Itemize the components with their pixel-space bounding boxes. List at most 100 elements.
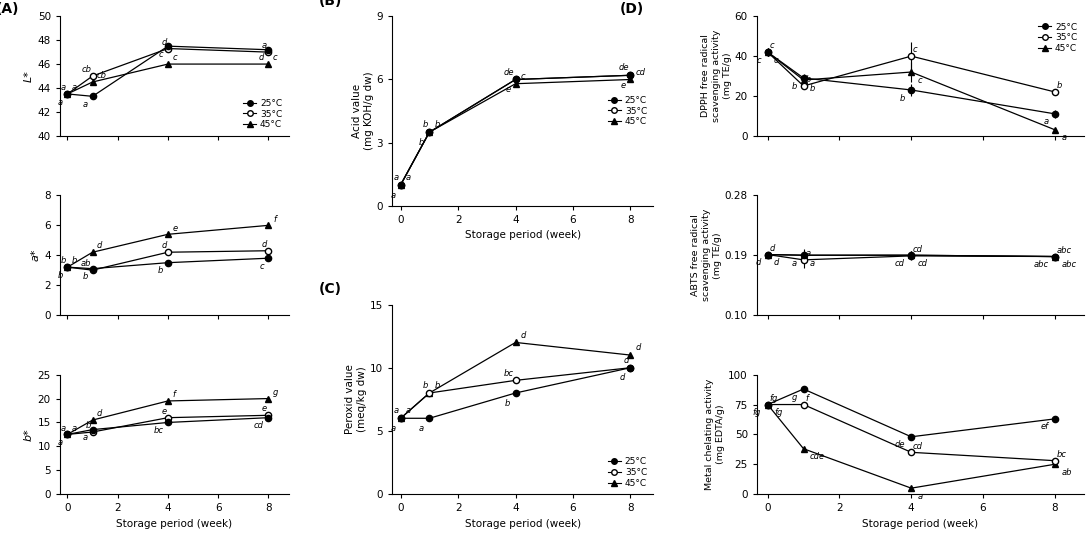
Text: b: b (792, 81, 797, 91)
Text: d: d (161, 38, 167, 47)
Text: cb: cb (97, 71, 107, 80)
Text: a: a (58, 438, 63, 447)
Text: c: c (172, 53, 178, 62)
Text: b: b (61, 256, 66, 266)
Text: b: b (72, 256, 77, 266)
Text: a: a (72, 83, 77, 92)
Text: d: d (97, 242, 102, 250)
Text: f: f (806, 394, 808, 403)
Text: a: a (394, 407, 400, 415)
Text: (D): (D) (620, 2, 644, 16)
Y-axis label: ABTS free radical
scavenging activity
(mg TE/g): ABTS free radical scavenging activity (m… (690, 209, 722, 301)
Legend: 25°C, 35°C, 45°C: 25°C, 35°C, 45°C (605, 94, 649, 128)
Text: b: b (86, 421, 91, 430)
Text: cde: cde (810, 452, 825, 462)
Text: a: a (390, 424, 395, 433)
Text: e: e (505, 85, 511, 94)
Text: g: g (792, 393, 797, 402)
Text: a: a (61, 83, 66, 92)
Text: c: c (774, 56, 779, 65)
Text: a: a (918, 492, 922, 501)
Y-axis label: Peroxid value
(meq/kg dw): Peroxid value (meq/kg dw) (345, 364, 367, 434)
Text: cd: cd (913, 245, 923, 254)
X-axis label: Storage period (week): Storage period (week) (862, 519, 978, 529)
Legend: 25°C, 35°C, 45°C: 25°C, 35°C, 45°C (605, 456, 649, 490)
Text: b: b (83, 272, 88, 281)
Text: (A): (A) (0, 2, 20, 16)
Text: a: a (1062, 134, 1066, 142)
Text: b: b (810, 84, 816, 93)
Text: a: a (1043, 117, 1049, 127)
Y-axis label: a*: a* (30, 249, 40, 262)
Text: a: a (72, 424, 77, 433)
Text: bc: bc (154, 426, 163, 435)
Text: d: d (97, 409, 102, 418)
Legend: 25°C, 35°C, 45°C: 25°C, 35°C, 45°C (241, 97, 284, 131)
Text: d: d (624, 356, 629, 365)
Text: b: b (423, 121, 428, 129)
Text: c: c (918, 75, 922, 85)
Text: fg: fg (774, 408, 783, 417)
Text: b: b (423, 381, 428, 390)
Text: (C): (C) (319, 282, 342, 296)
Y-axis label: DPPH free radical
scavenging activity
(mg TE/g): DPPH free radical scavenging activity (m… (700, 30, 732, 122)
Text: d: d (620, 374, 625, 382)
Text: (B): (B) (319, 0, 342, 8)
Text: a: a (810, 259, 815, 268)
Text: b: b (419, 138, 425, 147)
Text: fg: fg (770, 394, 778, 403)
Text: a: a (61, 424, 66, 433)
Text: c: c (273, 53, 278, 62)
Text: bc: bc (1056, 450, 1066, 459)
Text: a: a (792, 259, 797, 268)
Text: de: de (894, 440, 905, 450)
Text: c: c (259, 262, 264, 271)
Text: b: b (900, 93, 905, 103)
Text: fg: fg (752, 408, 761, 417)
Text: c: c (521, 72, 525, 81)
Text: a: a (406, 407, 411, 415)
Y-axis label: L*: L* (24, 70, 34, 82)
Text: c: c (757, 56, 761, 65)
Text: a: a (83, 100, 88, 109)
Text: cb: cb (82, 65, 91, 74)
Text: e: e (161, 407, 167, 416)
Text: c: c (913, 45, 918, 54)
Text: b: b (1056, 81, 1062, 90)
Text: e: e (262, 405, 267, 414)
Text: b: b (158, 266, 163, 275)
Text: a: a (262, 41, 267, 50)
Text: d: d (258, 53, 264, 62)
Text: ab: ab (81, 260, 91, 268)
Y-axis label: Metal chelating activity
(mg EDTA/g): Metal chelating activity (mg EDTA/g) (706, 378, 725, 490)
Text: cd: cd (254, 421, 264, 430)
Text: d: d (636, 343, 641, 352)
Text: d: d (774, 258, 780, 267)
Text: d: d (770, 244, 774, 252)
Text: d: d (756, 258, 761, 267)
Text: b: b (58, 271, 63, 280)
Text: f: f (172, 390, 175, 399)
Text: b: b (435, 121, 440, 129)
Text: bc: bc (504, 369, 514, 377)
Text: cd: cd (913, 441, 923, 451)
X-axis label: Storage period (week): Storage period (week) (465, 230, 580, 241)
Text: a: a (406, 173, 411, 182)
Text: ab: ab (1062, 468, 1072, 477)
X-axis label: Storage period (week): Storage period (week) (117, 519, 232, 529)
Text: a: a (419, 424, 425, 433)
Text: e: e (172, 224, 178, 232)
Text: f: f (273, 214, 276, 224)
Text: c: c (159, 50, 163, 59)
Text: b: b (505, 399, 511, 408)
X-axis label: Storage period (week): Storage period (week) (465, 519, 580, 529)
Text: d: d (161, 242, 167, 250)
Text: a: a (806, 249, 810, 258)
Text: abc: abc (1062, 260, 1076, 269)
Y-axis label: b*: b* (24, 428, 34, 441)
Text: ef: ef (1040, 422, 1049, 432)
Text: b: b (435, 381, 440, 390)
Text: d: d (261, 240, 267, 249)
Text: abc: abc (1056, 246, 1072, 255)
Y-axis label: Acid value
(mg KOH/g dw): Acid value (mg KOH/g dw) (352, 72, 374, 150)
